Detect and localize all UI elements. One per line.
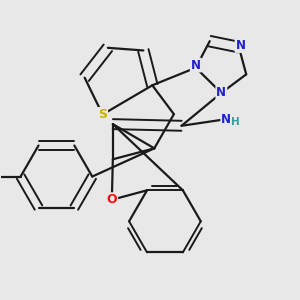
Text: H: H [231,118,240,128]
Text: N: N [221,112,231,126]
Text: N: N [191,58,201,72]
Text: O: O [106,193,117,206]
Text: N: N [236,39,246,52]
Text: N: N [216,86,226,99]
Text: S: S [98,108,107,121]
